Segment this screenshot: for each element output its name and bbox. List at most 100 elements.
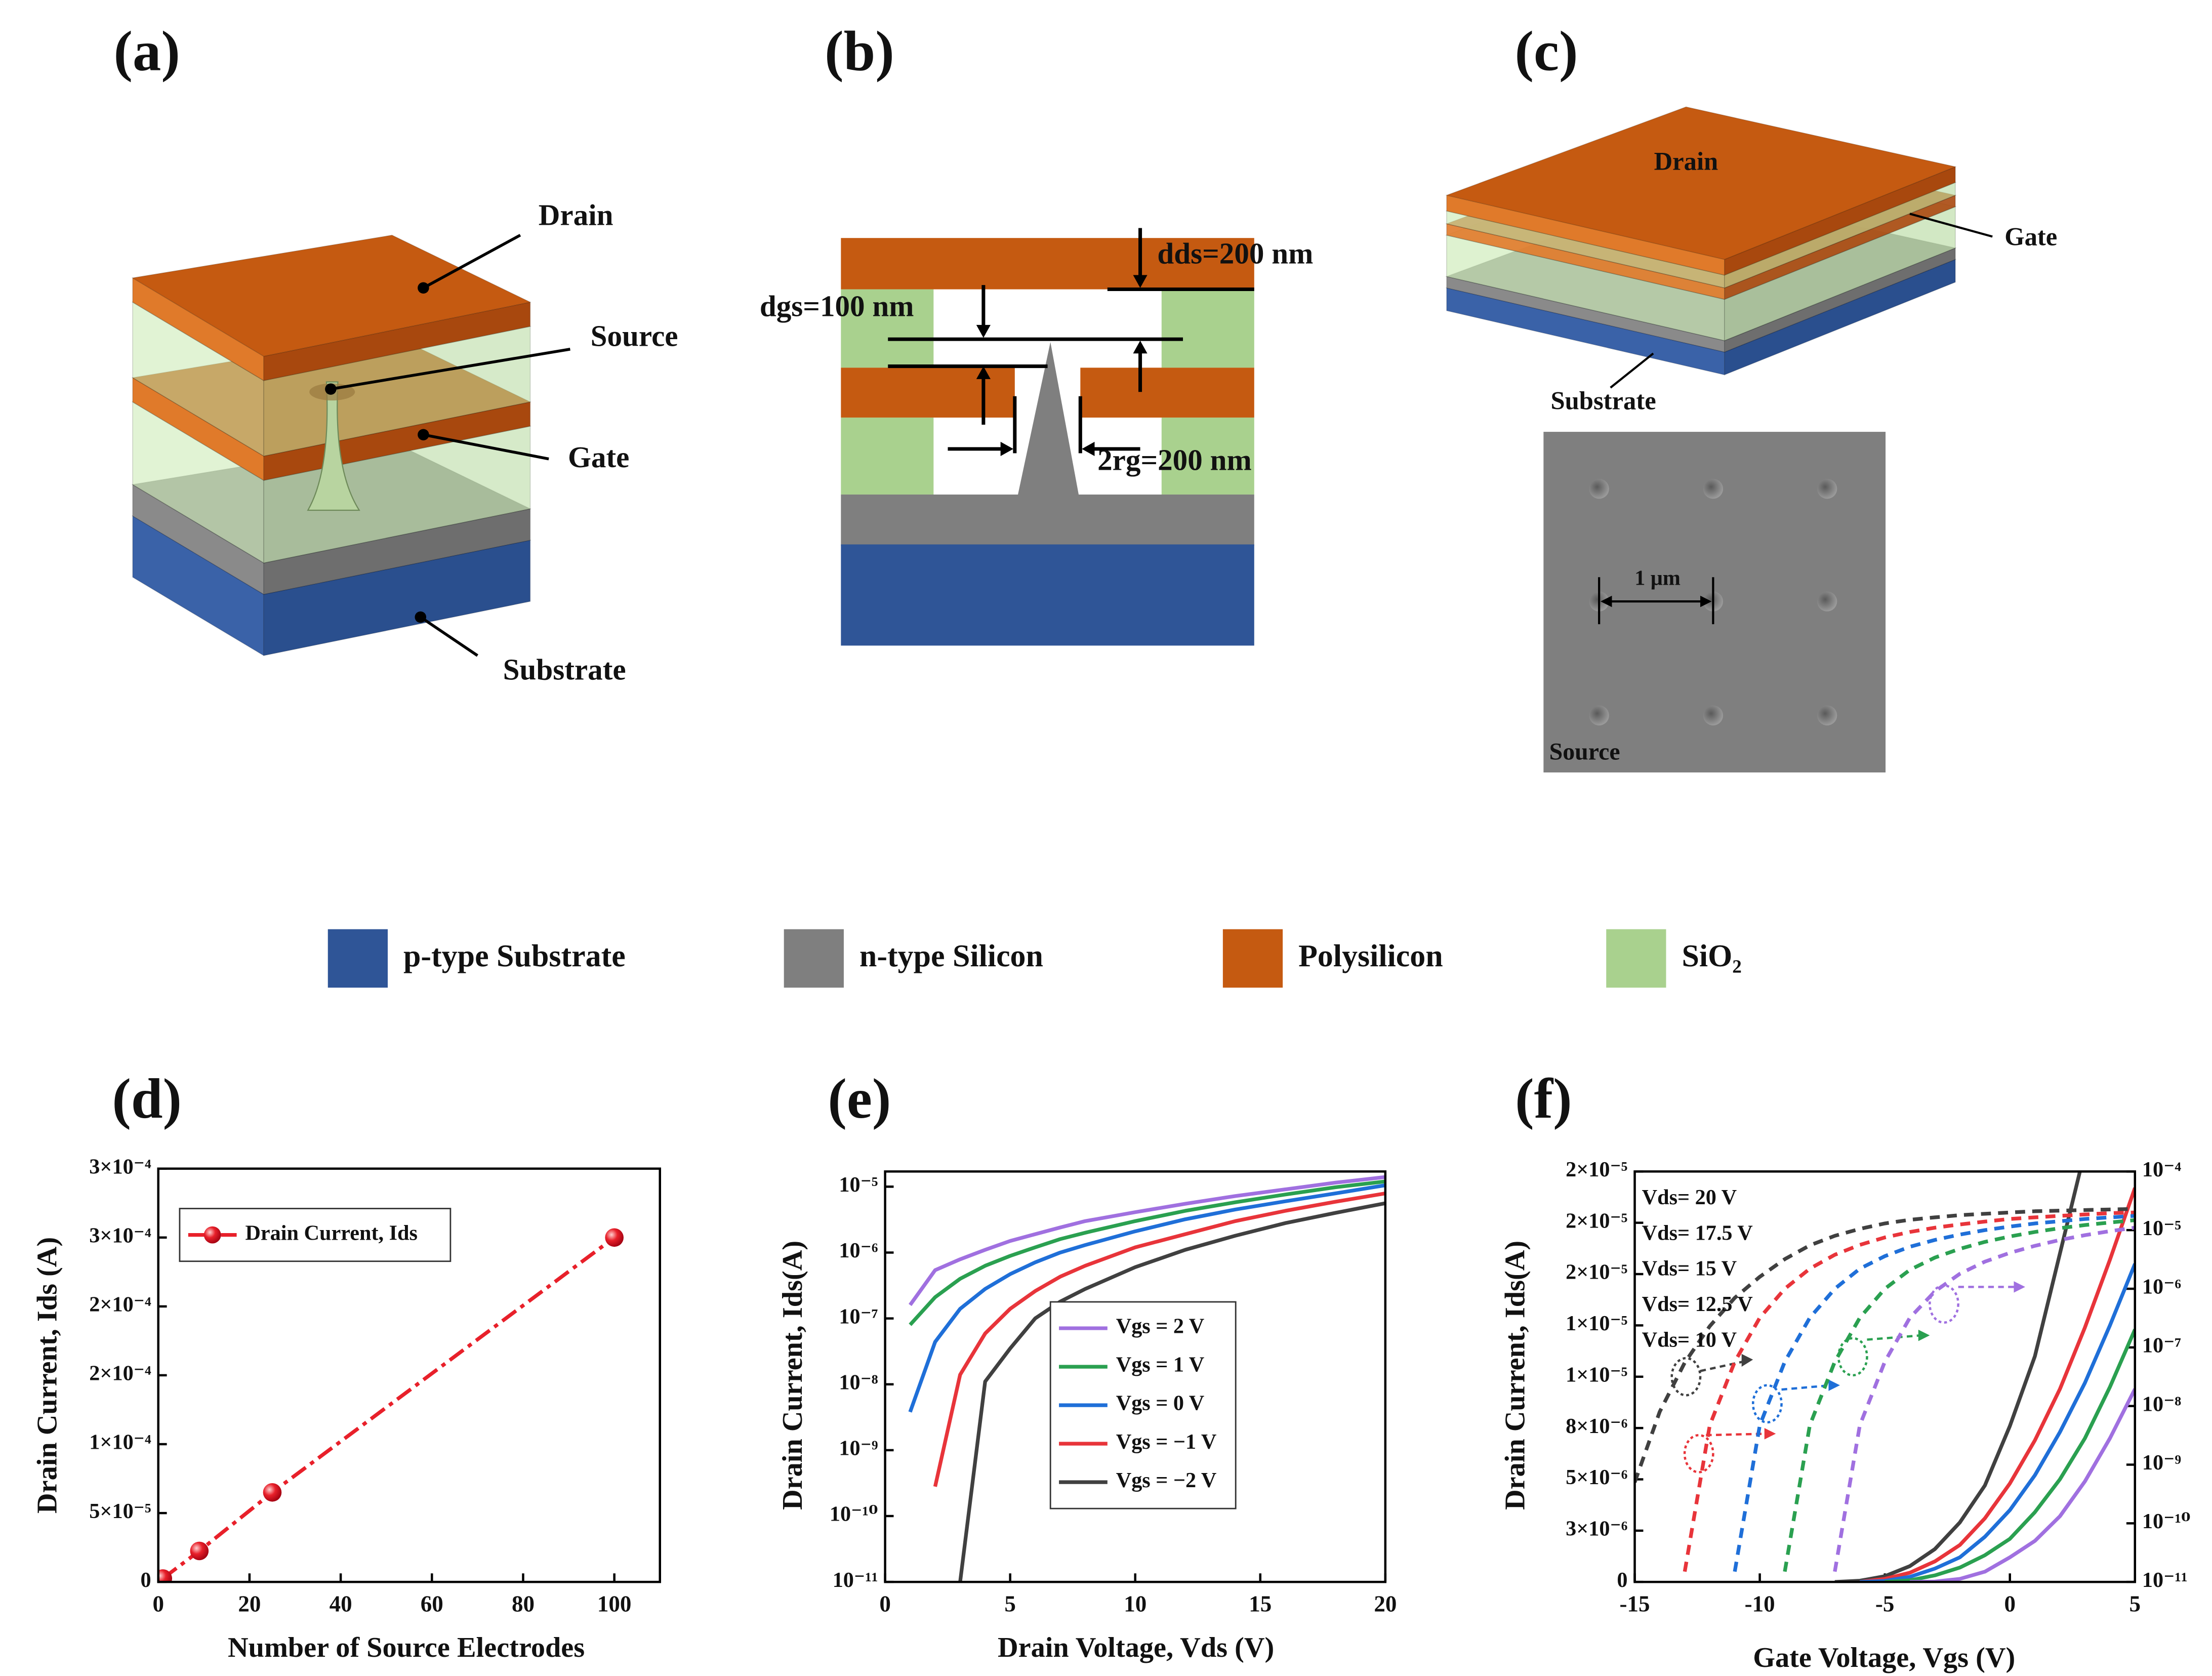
y-tick-label: 10⁻¹¹: [833, 1568, 878, 1592]
layer-face: [1724, 206, 1956, 342]
dimension-label: 2rg=200 nm: [1097, 443, 1252, 477]
layer-face: [131, 234, 532, 357]
y-tick-label: 3×10⁻⁴: [89, 1155, 151, 1178]
legend-swatch: [327, 929, 388, 988]
cross-section: [841, 238, 1254, 646]
legend-swatch: [1222, 929, 1283, 988]
x-axis-label: Gate Voltage, Vgs (V): [1753, 1642, 2015, 1673]
y-tick-label: 2×10⁻⁵: [1566, 1260, 1627, 1284]
x-tick-label: 40: [330, 1591, 352, 1616]
series-line: [1634, 1207, 2135, 1483]
y-tick-label: 2×10⁻⁴: [89, 1293, 151, 1317]
y-axis-label: Drain Current, Ids(A): [1500, 1241, 1531, 1510]
legend-label: p-type Substrate: [403, 939, 626, 973]
series-line: [933, 1192, 1385, 1487]
label: 1 μm: [1634, 566, 1681, 590]
series-line: [161, 1236, 616, 1580]
y-tick-label: 10⁻⁵: [839, 1173, 878, 1197]
legend-label: Vds= 12.5 V: [1642, 1292, 1753, 1316]
chart: 0 5 10 15 20 10⁻¹¹ 10⁻¹⁰ 10⁻⁹ 10⁻⁸ 10⁻⁷ 10⁻⁶ 10⁻⁵ Dr…: [777, 1170, 1397, 1663]
layer-face: [1445, 106, 1957, 260]
label: Substrate: [1550, 386, 1656, 415]
x-tick-label: 100: [597, 1591, 632, 1616]
legend-swatch: [1606, 929, 1666, 988]
plot-frame: [884, 1170, 1387, 1583]
y-tick-label: 5×10⁻⁶: [1566, 1465, 1627, 1489]
x-axis-label: Drain Voltage, Vds (V): [998, 1632, 1274, 1663]
series-line: [1833, 1225, 2135, 1572]
plot-area: [1634, 1171, 2135, 1582]
annotation-arrowheads: [1741, 1281, 2025, 1440]
y-tick-label: 10⁻⁸: [839, 1370, 878, 1394]
panel-label: (a): [114, 20, 180, 83]
y-tick-label: 8×10⁻⁶: [1566, 1414, 1627, 1438]
legend-label: Vds= 10 V: [1642, 1328, 1737, 1352]
panel-label: (f): [1515, 1068, 1572, 1130]
y-tick-label: 0: [141, 1568, 151, 1592]
y-tick-label: 10⁻¹⁰: [830, 1502, 878, 1526]
x-tick-label: 80: [512, 1591, 535, 1616]
source-tip: [307, 381, 360, 511]
x-tick-label: 5: [2129, 1591, 2141, 1616]
y2-tick-label: 10⁻¹¹: [2142, 1568, 2188, 1592]
x-tick-label: 5: [1004, 1591, 1016, 1616]
y2-tick-label: 10⁻⁷: [2142, 1334, 2181, 1358]
series-line: [1860, 1263, 2135, 1582]
panel-label: (e): [828, 1068, 891, 1130]
label: Source: [1549, 738, 1620, 765]
series-line: [1910, 1388, 2135, 1582]
series-line: [909, 1179, 1385, 1326]
legend-label: SiO₂: [1682, 939, 1741, 973]
x-tick-label: 0: [152, 1591, 164, 1616]
panel-label: (d): [112, 1068, 182, 1130]
leader-lines: [1610, 213, 1993, 389]
legend-label: Vds= 20 V: [1642, 1186, 1737, 1209]
y-tick-label: 1×10⁻⁴: [89, 1430, 151, 1454]
data-point: [605, 1228, 624, 1247]
annotation-circles: [1670, 1284, 1959, 1474]
y-axis-label: Drain Current, Ids(A): [777, 1241, 808, 1510]
y-tick-label: 10⁻⁷: [839, 1304, 878, 1328]
panel-label: (b): [825, 20, 894, 83]
panel-label: (c): [1514, 20, 1578, 83]
legend-key: [203, 1226, 221, 1244]
legend-label: Vgs = −1 V: [1116, 1430, 1217, 1454]
device-diagram-c: [1445, 106, 1957, 376]
y-tick-label: 1×10⁻⁵: [1566, 1363, 1627, 1386]
label: Gate: [568, 440, 629, 474]
plot-area: [908, 1175, 1385, 1582]
legend-label: Vds= 17.5 V: [1642, 1221, 1753, 1245]
layer-face: [1724, 247, 1956, 353]
series-line: [1834, 1171, 2082, 1582]
leader-lines: [330, 234, 570, 657]
legend-label: Drain Current, Ids: [245, 1221, 418, 1245]
series-line: [909, 1175, 1385, 1306]
x-tick-label: -5: [1875, 1591, 1895, 1616]
label: Substrate: [503, 652, 626, 686]
series-line: [958, 1201, 1385, 1582]
plot-frame: [157, 1167, 662, 1583]
legend-label: Vds= 15 V: [1642, 1257, 1737, 1281]
legend-label: Vgs = 2 V: [1116, 1315, 1205, 1338]
y-tick-label: 2×10⁻⁵: [1566, 1209, 1627, 1233]
layer-face: [1724, 166, 1956, 276]
plot-frame: [1633, 1170, 2137, 1583]
x-tick-label: -15: [1620, 1591, 1650, 1616]
data-point: [190, 1541, 209, 1561]
y2-tick-label: 10⁻⁸: [2142, 1392, 2182, 1416]
x-tick-label: 0: [879, 1591, 891, 1616]
y2-tick-label: 10⁻⁹: [2142, 1451, 2181, 1475]
legend-swatch: [784, 929, 844, 988]
layer-face: [1724, 182, 1956, 289]
y2-tick-label: 10⁻⁶: [2142, 1275, 2181, 1299]
y2-tick-label: 10⁻¹⁰: [2142, 1509, 2191, 1533]
label: Source: [591, 319, 678, 353]
dimension-arrows: [976, 275, 1148, 456]
material-legend: p-type Substrate n-type Silicon Polysilico…: [327, 929, 1742, 988]
layer-face: [263, 301, 531, 381]
series-line: [1733, 1214, 2135, 1572]
x-tick-label: 60: [421, 1591, 443, 1616]
y-tick-label: 1×10⁻⁵: [1566, 1312, 1627, 1335]
